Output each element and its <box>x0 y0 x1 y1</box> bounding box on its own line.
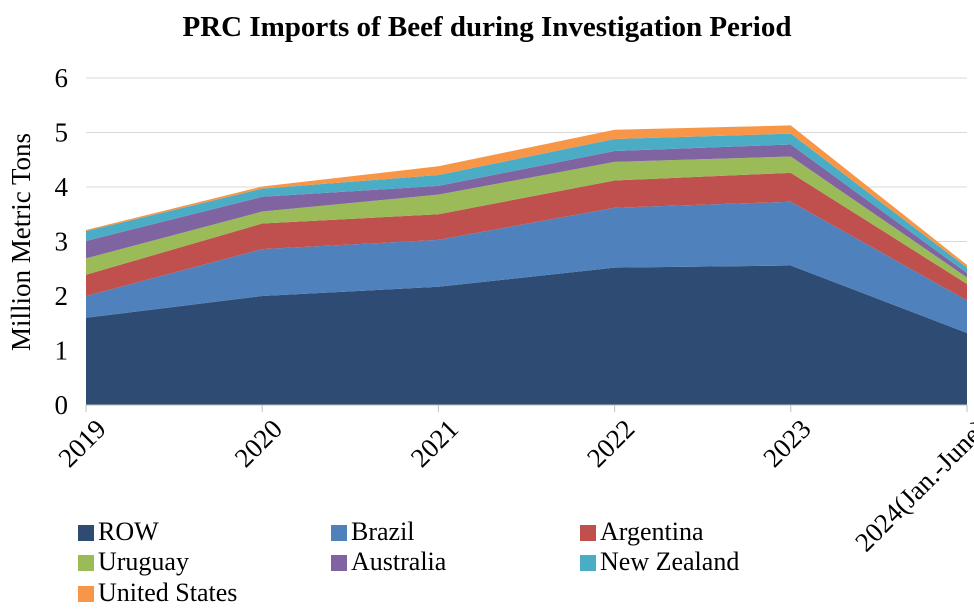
area-series-argentina <box>86 172 967 301</box>
y-tick-label: 6 <box>55 63 69 93</box>
y-axis-title: Million Metric Tons <box>6 133 36 351</box>
legend-label-united-states: United States <box>98 578 237 607</box>
x-tick-label: 2019 <box>52 414 111 473</box>
legend-swatch-argentina <box>580 525 596 541</box>
legend-label-brazil: Brazil <box>351 517 415 546</box>
legend-label-new-zealand: New Zealand <box>600 547 739 576</box>
legend-label-argentina: Argentina <box>600 517 704 546</box>
area-series-united-states <box>86 125 967 268</box>
legend-label-uruguay: Uruguay <box>98 547 189 576</box>
x-tick-label: 2024(Jan.-June) <box>849 414 974 558</box>
legend: ROW Brazil Argentina Uruguay Australia New Ze… <box>78 517 739 607</box>
legend-swatch-uruguay <box>78 555 94 571</box>
y-tick-label: 5 <box>55 118 69 148</box>
y-tick-label: 3 <box>55 227 69 257</box>
area-series-uruguay <box>86 156 967 285</box>
y-tick-label: 4 <box>55 172 69 202</box>
plot-areas <box>86 125 967 405</box>
y-tick-label: 1 <box>55 336 69 366</box>
area-series-australia <box>86 144 967 278</box>
legend-swatch-row <box>78 525 94 541</box>
area-series-row <box>86 265 967 405</box>
legend-swatch-australia <box>331 555 347 571</box>
legend-swatch-united-states <box>78 586 94 602</box>
x-tick-label: 2023 <box>757 414 816 473</box>
legend-swatch-brazil <box>331 525 347 541</box>
area-series-brazil <box>86 201 967 334</box>
legend-label-row: ROW <box>98 517 159 546</box>
x-tick-label: 2020 <box>229 414 288 473</box>
legend-label-australia: Australia <box>351 547 447 576</box>
x-tick-label: 2021 <box>405 414 464 473</box>
x-tick-label: 2022 <box>581 414 640 473</box>
legend-swatch-new-zealand <box>580 555 596 571</box>
area-series-new-zealand <box>86 133 967 274</box>
y-tick-label: 0 <box>55 390 69 420</box>
y-tick-label: 2 <box>55 281 69 311</box>
chart-title: PRC Imports of Beef during Investigation… <box>183 11 792 43</box>
